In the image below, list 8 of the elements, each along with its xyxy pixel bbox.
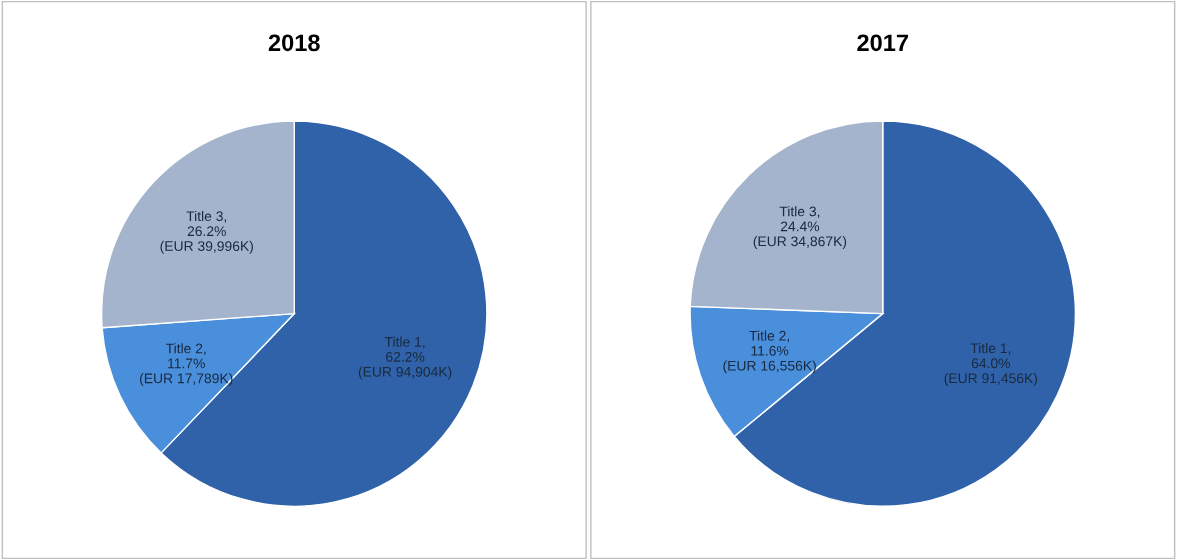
slice-label: Title 2, 11.7% (EUR 17,789K) <box>140 343 233 386</box>
slice-label: Title 3, 26.2% (EUR 39,996K) <box>160 210 253 254</box>
slice-label: Title 1, 62.2% (EUR 94,904K) <box>358 336 452 380</box>
slice-label: Title 2, 11.6% (EUR 16,556K) <box>723 330 816 374</box>
chart-title: 2018 <box>268 34 320 52</box>
slice-label: Title 3, 24.4% (EUR 34,867K) <box>753 206 847 249</box>
slice-label: Title 1, 64.0% (EUR 91,456K) <box>944 343 1038 386</box>
chart-title: 2017 <box>857 34 908 52</box>
